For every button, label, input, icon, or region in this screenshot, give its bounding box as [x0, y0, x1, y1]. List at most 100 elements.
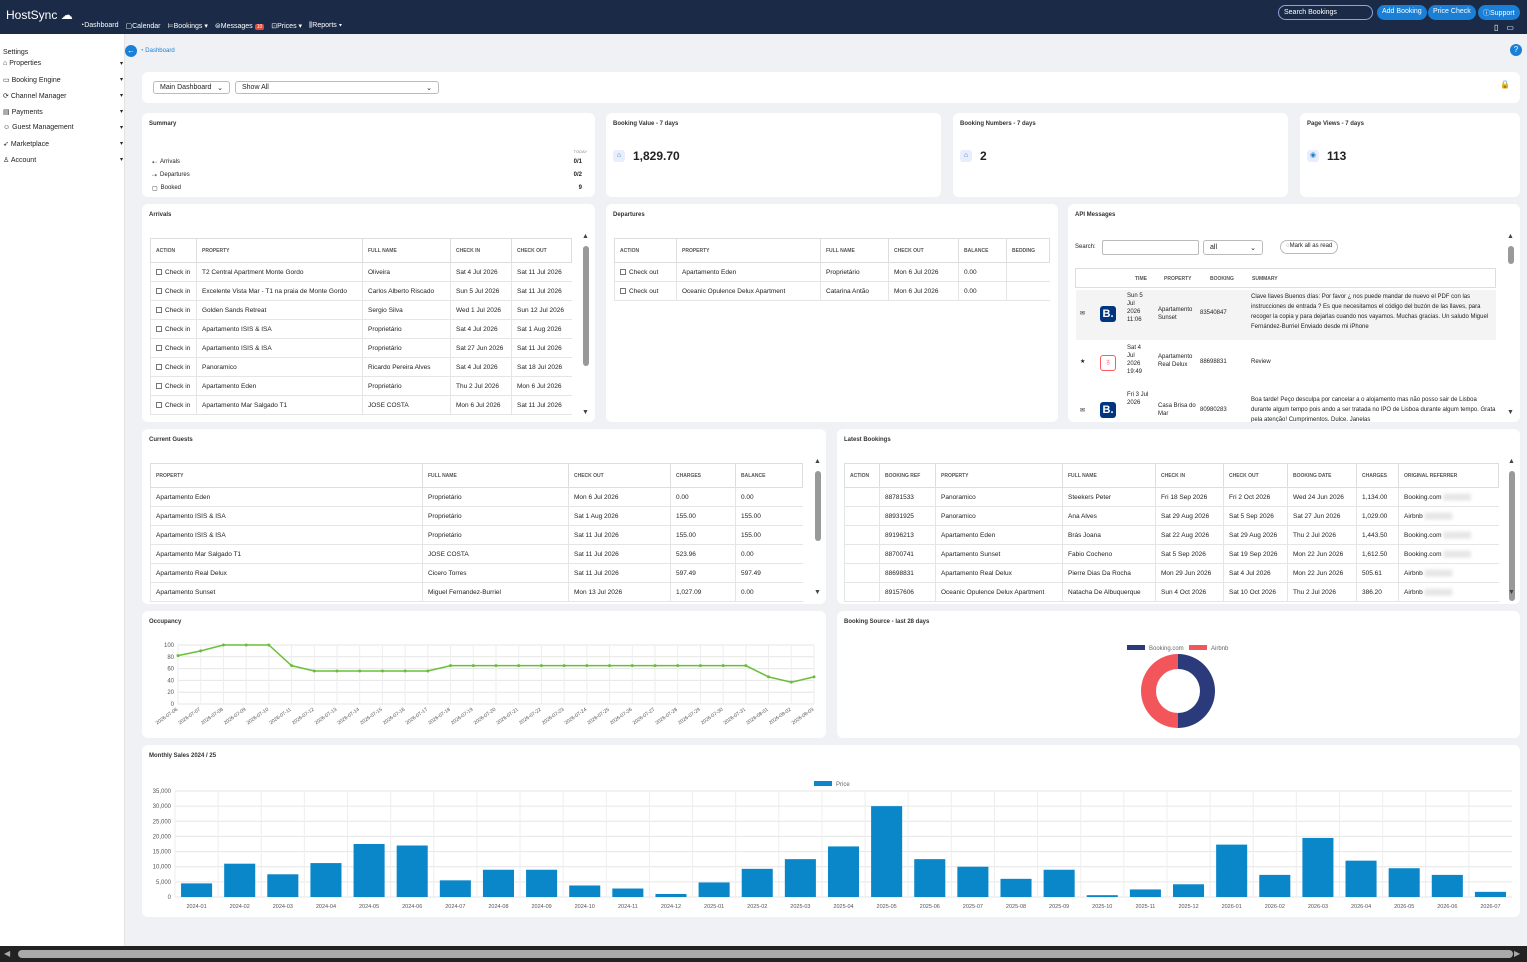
data-point[interactable] [380, 669, 384, 673]
data-point[interactable] [698, 664, 702, 668]
table-row[interactable]: Check out Oceanic Opulence Delux Apartmen… [614, 281, 1050, 301]
bar[interactable] [612, 888, 644, 897]
legend-label[interactable]: Price [836, 782, 850, 788]
bar[interactable] [957, 866, 989, 897]
table-row[interactable]: Check out Apartamento Eden Proprietário Mon… [614, 262, 1050, 282]
desktop-icon[interactable]: ▭ [1506, 23, 1514, 32]
column-header[interactable]: ACTION [844, 463, 880, 488]
bar[interactable] [267, 874, 299, 897]
column-header[interactable]: SUMMARY [1252, 276, 1278, 282]
nav-bookings[interactable]: ⊨Bookings ▾ [167, 23, 208, 30]
table-row[interactable]: Check in Apartamento ISIS & ISA Proprietár… [150, 338, 572, 358]
bar[interactable] [1431, 874, 1463, 897]
bar[interactable] [396, 845, 428, 897]
table-row[interactable]: Check in Excelente Vista Mar - T1 na prai… [150, 281, 572, 301]
nav-messages[interactable]: ⊜Messages 10 [214, 23, 265, 30]
data-point[interactable] [789, 680, 793, 684]
column-header[interactable]: TIME [1135, 276, 1147, 282]
bar[interactable] [1000, 878, 1032, 897]
bar[interactable] [224, 863, 256, 897]
data-point[interactable] [290, 664, 294, 668]
breadcrumb-dashboard[interactable]: ◔ Dashboard [140, 47, 175, 54]
bar[interactable] [353, 844, 385, 897]
mark-all-read-button[interactable]: ◌Mark all as read [1280, 240, 1339, 254]
legend-label[interactable]: Airbnb [1211, 646, 1229, 652]
messages-search-input[interactable] [1102, 240, 1199, 255]
data-point[interactable] [539, 664, 543, 668]
column-header[interactable]: ACTION [150, 238, 197, 263]
data-point[interactable] [176, 654, 180, 658]
table-row[interactable]: Apartamento Mar Salgado T1 JOSE COSTA Sat … [150, 544, 803, 564]
column-header[interactable]: FULL NAME [820, 238, 889, 263]
messages-filter-select[interactable]: all ⌄ [1203, 240, 1263, 255]
summary-row-booked[interactable]: ▢ Booked 9 [152, 185, 582, 192]
scrollbar[interactable] [1508, 246, 1514, 264]
column-header[interactable]: CHECK OUT [511, 238, 572, 263]
data-point[interactable] [221, 643, 225, 647]
table-row[interactable]: 89196213 Apartamento Eden Brás Joana Sat 22… [844, 525, 1499, 545]
column-header[interactable]: PROPERTY [196, 238, 363, 263]
bar[interactable] [784, 859, 816, 897]
message-row[interactable]: ✉ B. Sun 5 Jul 2026 11:06 Apartamento Su… [1076, 290, 1496, 340]
data-point[interactable] [630, 664, 634, 668]
column-header[interactable]: ORIGINAL REFERRER [1398, 463, 1499, 488]
table-row[interactable]: Check in Apartamento Mar Salgado T1 JOSE C… [150, 395, 572, 415]
data-point[interactable] [267, 643, 271, 647]
bar[interactable] [1388, 868, 1420, 897]
column-header[interactable]: CHARGES [670, 463, 736, 488]
sidebar-item-account[interactable]: ♙ Account ▾ [3, 157, 123, 164]
bar[interactable] [871, 806, 903, 897]
column-header[interactable]: FULL NAME [422, 463, 569, 488]
table-row[interactable]: Apartamento ISIS & ISA Proprietário Sat 1 … [150, 506, 803, 526]
nav-prices[interactable]: ⊡Prices ▾ [271, 23, 303, 30]
checkbox[interactable] [156, 306, 162, 313]
sidebar-item-properties[interactable]: ⌂ Properties ▾ [3, 60, 123, 67]
table-row[interactable]: 88781533 Panoramico Steekers Peter Fri 18 S… [844, 487, 1499, 507]
column-header[interactable]: PROPERTY [935, 463, 1063, 488]
scroll-down-icon[interactable]: ▼ [1507, 409, 1514, 416]
bar[interactable] [1129, 889, 1161, 897]
table-row[interactable]: Check in T2 Central Apartment Monte Gordo… [150, 262, 572, 282]
bar[interactable] [1302, 837, 1334, 897]
bar[interactable] [655, 893, 687, 897]
bar[interactable] [1216, 844, 1248, 897]
sidebar-item-booking-engine[interactable]: ▭ Booking Engine ▾ [3, 77, 123, 84]
data-point[interactable] [676, 664, 680, 668]
data-point[interactable] [767, 675, 771, 679]
data-point[interactable] [562, 664, 566, 668]
column-header[interactable]: ACTION [614, 238, 677, 263]
scroll-up-icon[interactable]: ▲ [1508, 458, 1515, 465]
data-point[interactable] [449, 664, 453, 668]
scrollbar[interactable] [1509, 471, 1515, 601]
column-header[interactable]: BOOKING [1210, 276, 1234, 282]
checkbox[interactable] [156, 325, 162, 332]
bar[interactable] [741, 868, 773, 897]
table-row[interactable]: Check in Panoramico Ricardo Pereira Alves S… [150, 357, 572, 377]
data-point[interactable] [471, 664, 475, 668]
search-bookings-input[interactable]: Search Bookings [1278, 5, 1373, 20]
bar[interactable] [526, 869, 558, 897]
checkbox[interactable] [620, 268, 626, 275]
column-header[interactable]: PROPERTY [150, 463, 423, 488]
checkbox[interactable] [156, 344, 162, 351]
pie-slice[interactable] [1178, 654, 1215, 728]
back-arrow-icon[interactable]: ← [125, 44, 137, 57]
checkbox[interactable] [156, 363, 162, 370]
summary-row-departures[interactable]: ⇢ Departures 0/2 [152, 172, 582, 179]
pie-slice[interactable] [1141, 654, 1178, 728]
dashboard-select[interactable]: Main Dashboard ⌄ [153, 81, 230, 94]
bar[interactable] [569, 885, 601, 897]
bar[interactable] [310, 863, 342, 897]
data-point[interactable] [244, 643, 248, 647]
data-point[interactable] [608, 664, 612, 668]
table-row[interactable]: 88698831 Apartamento Real Delux Pierre Dia… [844, 563, 1499, 583]
horizontal-scrollbar[interactable]: ◀ ▶ [0, 946, 1527, 962]
bar[interactable] [482, 869, 514, 897]
column-header[interactable]: PROPERTY [676, 238, 821, 263]
bar[interactable] [1474, 891, 1506, 897]
bar[interactable] [1173, 884, 1205, 897]
scroll-left-icon[interactable]: ◀ [4, 949, 11, 958]
table-row[interactable]: 88931925 Panoramico Ana Alves Sat 29 Aug 20… [844, 506, 1499, 526]
legend-label[interactable]: Booking.com [1149, 646, 1184, 652]
scrollbar[interactable] [583, 246, 589, 366]
